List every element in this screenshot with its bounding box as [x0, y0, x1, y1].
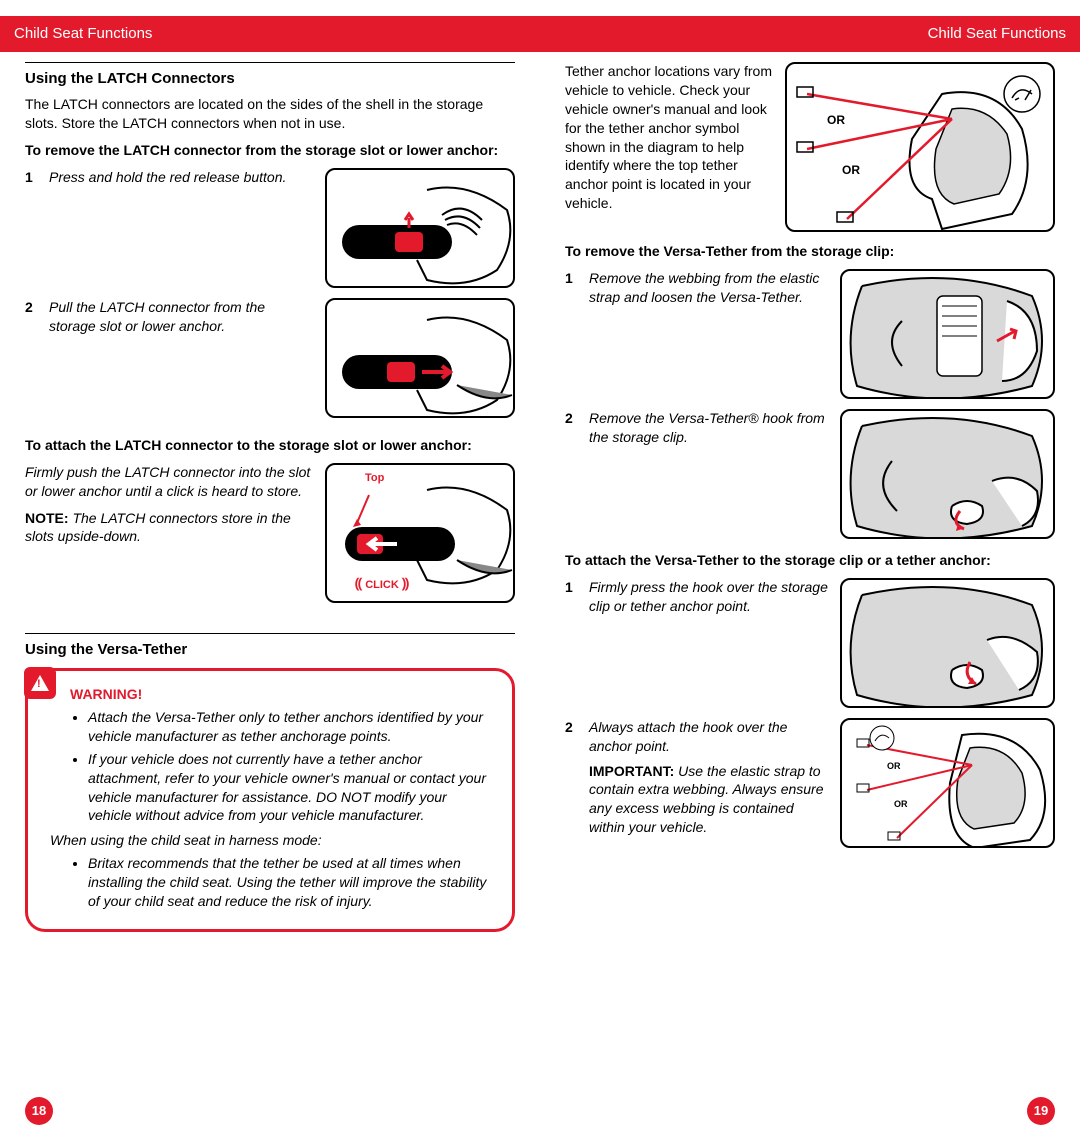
- warning-subhead: When using the child seat in harness mod…: [50, 831, 494, 850]
- latch-remove-step1: 1 Press and hold the red release button.: [25, 168, 515, 288]
- figure-tether-diagram: OR OR: [785, 62, 1055, 232]
- figure-latch-attach: Top ⸨ CLICK ⸩: [325, 463, 515, 603]
- latch-remove-heading: To remove the LATCH connector from the s…: [25, 141, 515, 160]
- figure-click-label: ⸨ CLICK ⸩: [355, 574, 409, 593]
- or-label: OR: [827, 112, 845, 128]
- figure-versa-unhook: [840, 409, 1055, 539]
- page-19: Child Seat Functions Tether anchor locat…: [540, 0, 1080, 1143]
- versa-remove-step2: 2 Remove the Versa-Tether® hook from the…: [565, 409, 1055, 539]
- latch-attach-block: Firmly push the LATCH connector into the…: [25, 463, 515, 603]
- latch-remove-step2: 2 Pull the LATCH connector from the stor…: [25, 298, 515, 418]
- figure-versa-loosen: [840, 269, 1055, 399]
- important-note: IMPORTANT: Use the elastic strap to cont…: [589, 762, 830, 838]
- tether-intro-row: Tether anchor locations vary from vehicl…: [565, 62, 1055, 232]
- step-number: 2: [565, 409, 579, 428]
- warning-bullet: Britax recommends that the tether be use…: [88, 854, 494, 911]
- latch-note: NOTE: The LATCH connectors store in the …: [25, 509, 315, 547]
- figure-latch-release: [325, 168, 515, 288]
- latch-attach-heading: To attach the LATCH connector to the sto…: [25, 436, 515, 455]
- or-label-small: OR: [887, 760, 901, 772]
- header-right: Child Seat Functions: [540, 16, 1080, 52]
- warning-box: WARNING! Attach the Versa-Tether only to…: [25, 668, 515, 932]
- section-versa-title: Using the Versa-Tether: [25, 640, 515, 660]
- page-18: Child Seat Functions Using the LATCH Con…: [0, 0, 540, 1143]
- versa-remove-heading: To remove the Versa-Tether from the stor…: [565, 242, 1055, 261]
- figure-versa-anchor: OR OR: [840, 718, 1055, 848]
- figure-versa-press: [840, 578, 1055, 708]
- warning-icon: [24, 667, 56, 699]
- step-text: Firmly press the hook over the storage c…: [589, 578, 830, 616]
- step-number: 2: [25, 298, 39, 317]
- step-text: Pull the LATCH connector from the storag…: [49, 298, 315, 336]
- page-number-right: 19: [1027, 1097, 1055, 1125]
- step-number: 1: [565, 269, 579, 288]
- versa-remove-step1: 1 Remove the webbing from the elastic st…: [565, 269, 1055, 399]
- page-spread: Child Seat Functions Using the LATCH Con…: [0, 0, 1080, 1143]
- step-text: Remove the webbing from the elastic stra…: [589, 269, 830, 307]
- tether-intro: Tether anchor locations vary from vehicl…: [565, 62, 775, 213]
- versa-attach-step2: 2 Always attach the hook over the anchor…: [565, 718, 1055, 848]
- figure-top-label: Top: [365, 471, 384, 486]
- header-left: Child Seat Functions: [0, 16, 540, 52]
- step-text: Press and hold the red release button.: [49, 168, 315, 187]
- warning-bullet: If your vehicle does not currently have …: [88, 750, 494, 826]
- figure-latch-pull: [325, 298, 515, 418]
- page-number-left: 18: [25, 1097, 53, 1125]
- step-number: 1: [565, 578, 579, 597]
- latch-intro: The LATCH connectors are located on the …: [25, 95, 515, 133]
- step-text: Remove the Versa-Tether® hook from the s…: [589, 409, 830, 447]
- or-label: OR: [842, 162, 860, 178]
- latch-attach-text: Firmly push the LATCH connector into the…: [25, 463, 315, 501]
- section-latch-title: Using the LATCH Connectors: [25, 69, 515, 89]
- step-text: Always attach the hook over the anchor p…: [589, 718, 830, 756]
- step-number: 1: [25, 168, 39, 187]
- versa-attach-step1: 1 Firmly press the hook over the storage…: [565, 578, 1055, 708]
- step-number: 2: [565, 718, 579, 737]
- warning-title: WARNING!: [70, 685, 494, 704]
- or-label-small: OR: [894, 798, 908, 810]
- versa-attach-heading: To attach the Versa-Tether to the storag…: [565, 551, 1055, 570]
- warning-bullet: Attach the Versa-Tether only to tether a…: [88, 708, 494, 746]
